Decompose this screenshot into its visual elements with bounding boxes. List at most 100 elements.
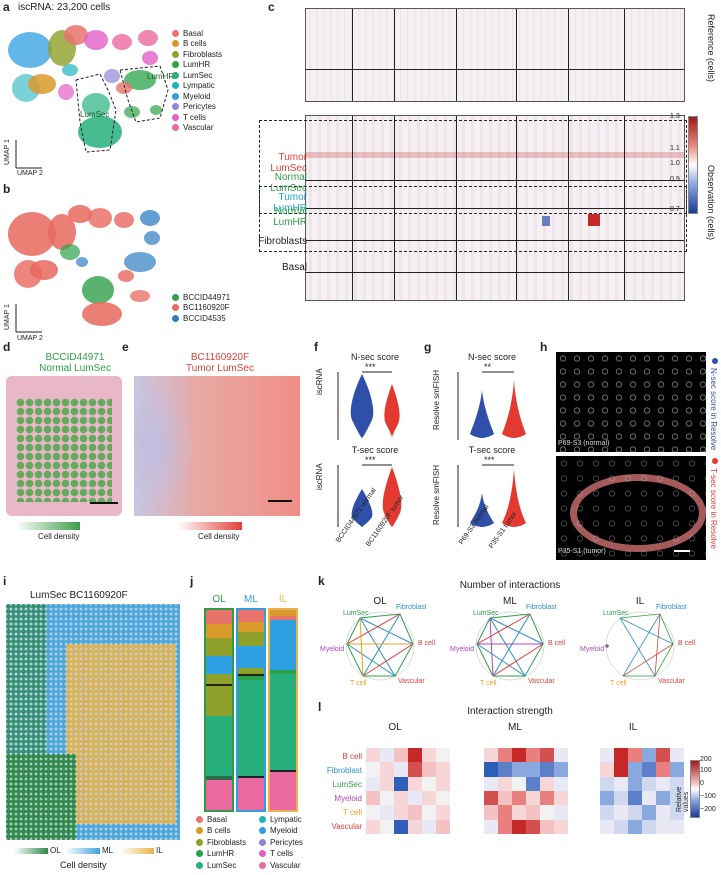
legend-dot	[259, 815, 266, 823]
node-label-lumsec-ol: LumSec	[343, 610, 369, 617]
panel-f-bottom-sig: ***	[365, 455, 376, 465]
panel-h-top-side-label: N-sec score in Resolve	[709, 368, 718, 451]
legend-item: T cells	[259, 849, 322, 860]
legend-item: Vascular	[172, 123, 222, 134]
panel-k-group-ml: ML	[503, 596, 517, 607]
interaction-networks	[345, 611, 675, 681]
row-label-basal: Basal	[281, 262, 307, 273]
panel-h-bottom-side-label: T-sec score in Resolve	[709, 468, 718, 549]
panel-f-bottom-violin	[337, 464, 402, 527]
tumor-lumhr-outline	[259, 186, 687, 214]
panel-a-title: iscRNA: 23,200 cells	[18, 2, 111, 13]
layer-map-tissue	[6, 604, 180, 840]
row-label-tumor-lumsec: Tumor LumSec	[270, 152, 307, 174]
legend-item: B cells	[196, 826, 259, 837]
network-ol	[345, 611, 415, 681]
node-label-lumsec-il: LumSec	[603, 610, 629, 617]
legend-dot	[196, 815, 203, 823]
panel-label-h: h	[540, 340, 548, 354]
legend-dot	[172, 61, 179, 69]
strength-tick: 0	[700, 780, 704, 787]
node-label-bcell-ol: B cell	[418, 640, 436, 647]
panel-e-title-type: Tumor LumSec	[186, 363, 254, 374]
legend-dot	[259, 838, 266, 846]
legend-dot	[196, 861, 203, 869]
legend-item: Myeloid	[259, 826, 322, 837]
node-label-fibroblast-ml: Fibroblast	[526, 604, 557, 611]
node-label-myeloid-il: Myeloid	[580, 646, 605, 653]
legend-item: LumSec	[172, 70, 222, 81]
panel-h-bottom-caption: P35-S1 (tumor)	[558, 548, 606, 555]
row-label-myeloid: Myeloid	[334, 794, 362, 803]
row-label-normal-lumsec: Normal LumSec	[270, 172, 307, 194]
panel-g-bottom-sig: ***	[484, 455, 495, 465]
panel-label-a: a	[3, 0, 10, 14]
legend-dot	[172, 82, 179, 90]
colorbar-tick: 0.9	[670, 176, 680, 183]
lumhr-outline	[119, 65, 169, 123]
legend-item: BCCID44971	[172, 292, 230, 303]
n-sec-marker-dot	[712, 358, 718, 364]
tumor-lumsec-tissue	[134, 376, 300, 516]
legend-dot	[172, 113, 179, 121]
panel-f-top-sig: ***	[365, 362, 376, 372]
legend-dot	[259, 827, 266, 835]
panel-label-f: f	[314, 340, 318, 354]
stacked-bar-il	[268, 608, 298, 812]
panel-g-bottom-ylabel: Resolve smFISH	[432, 464, 441, 525]
strength-tick: −100	[700, 793, 716, 800]
panel-d-title-type: Normal LumSec	[39, 363, 111, 374]
colorbar-tick: 0.7	[670, 206, 680, 213]
legend-item: Lympatic	[259, 814, 322, 825]
row-label-tcell: T cell	[343, 808, 362, 817]
panel-label-k: k	[318, 574, 325, 588]
panel-k-group-il: IL	[635, 596, 645, 607]
legend-dot	[196, 827, 203, 835]
legend-dot	[172, 92, 179, 100]
panel-b-umap1-label: UMAP 1	[4, 304, 11, 330]
panel-label-i: i	[3, 574, 7, 588]
legend-dot	[172, 40, 179, 48]
panel-i-density-label: Cell density	[60, 860, 107, 870]
reference-label: Reference (cells)	[706, 14, 716, 83]
lumhr-cluster-label: LumHR	[147, 72, 175, 81]
legend-item: LumSec	[196, 860, 259, 871]
panel-h-top-caption: P69-S3 (normal)	[558, 440, 610, 447]
panel-k-title: Number of interactions	[459, 580, 561, 591]
legend-dot	[172, 304, 179, 312]
node-label-tcell-ol: T cell	[350, 680, 367, 687]
node-label-myeloid-ml: Myeloid	[450, 646, 475, 653]
row-label-fibroblast: Fibroblast	[326, 766, 362, 775]
strength-tick: −200	[700, 806, 716, 813]
legend-item: B cells	[172, 39, 222, 50]
node-label-vascular-ml: Vascular	[528, 678, 555, 685]
t-sec-marker-dot	[712, 458, 718, 464]
node-label-fibroblast-il: Fibroblast	[656, 604, 687, 611]
panel-a-umap	[8, 25, 169, 169]
panel-j-legend: Basal Lympatic B cells Myeloid Fibroblas…	[196, 814, 322, 871]
panel-j-header-il: IL	[278, 594, 288, 605]
legend-item: T cells	[172, 112, 222, 123]
panel-l-title: Interaction strength	[467, 706, 553, 717]
panel-g-top-violin	[457, 371, 526, 440]
strength-colorbar-label: Relative values	[676, 786, 690, 812]
strength-tick: 100	[700, 767, 712, 774]
lumsec-cluster-label: LumSec	[80, 110, 110, 119]
panel-g-top-ylabel: Resolve smFISH	[432, 369, 441, 430]
legend-item: LumHR	[172, 60, 222, 71]
panel-j-header-ml: ML	[244, 594, 258, 605]
legend-dot	[172, 124, 179, 132]
heatmap-colorbar	[688, 116, 698, 214]
node-label-fibroblast-ol: Fibroblast	[396, 604, 427, 611]
panel-e-title-sample: BC1160920F	[190, 352, 250, 363]
panel-a-umap1-label: UMAP 1	[4, 139, 11, 165]
panel-e-density-bar	[178, 522, 242, 530]
panel-a-legend: Basal B cells Fibroblasts LumHR LumSec L…	[172, 28, 222, 133]
umap-a-clusters	[8, 25, 162, 148]
panel-i-title: LumSec BC1160920F	[30, 590, 128, 601]
legend-dot	[172, 71, 179, 79]
panel-i-ol-label: OL	[50, 846, 61, 855]
legend-item: Basal	[172, 28, 222, 39]
legend-dot	[172, 293, 179, 301]
legend-item: BC1160920F	[172, 303, 230, 314]
